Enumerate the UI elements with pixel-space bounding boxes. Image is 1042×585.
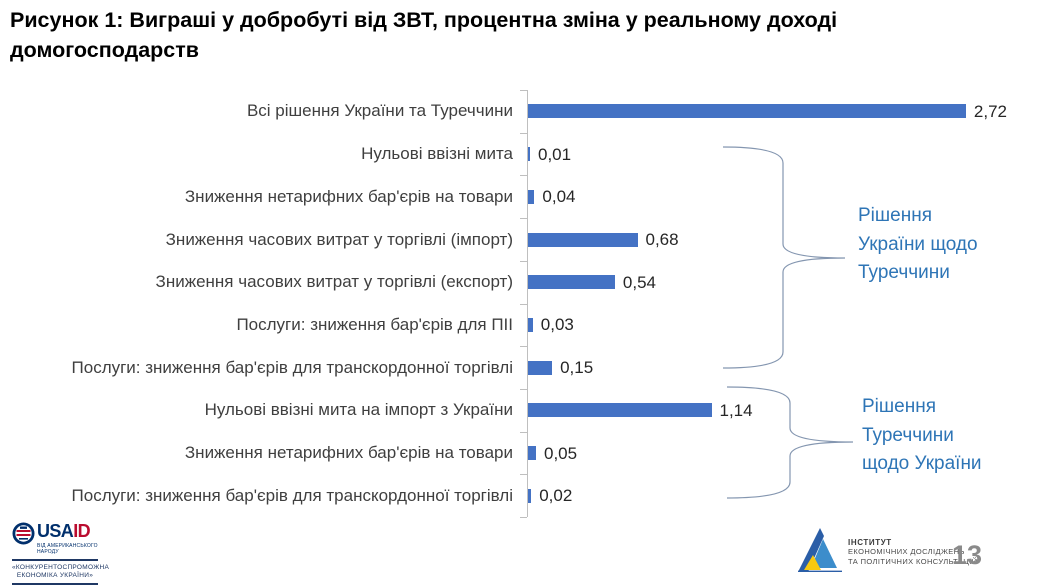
value-label: 0,15: [560, 358, 594, 378]
value-label: 0,68: [645, 230, 679, 249]
value-label: 0,04: [542, 187, 576, 207]
usaid-divider-bottom: [12, 583, 98, 585]
bar: [528, 275, 615, 290]
value-label: 2,72: [973, 101, 1007, 121]
bar: [528, 317, 533, 332]
bar: [528, 488, 532, 503]
figure-title: Рисунок 1: Виграші у добробуті від ЗВТ, …: [10, 8, 838, 62]
usaid-tagline: ВІД АМЕРИКАНСЬКОГО НАРОДУ: [37, 543, 98, 555]
usaid-logo-block: USAID ВІД АМЕРИКАНСЬКОГО НАРОДУ «КОНКУРЕ…: [12, 521, 110, 585]
category-label: Зниження нетарифних бар'єрів на товари: [184, 186, 513, 206]
brace-annotation: Рішення України щодо Туреччини: [858, 202, 978, 288]
value-label: 0,05: [544, 443, 578, 463]
category-label: Послуги: зниження бар'єрів для транскорд…: [71, 485, 513, 505]
category-label: Всі рішення України та Туреччини: [246, 101, 513, 121]
category-label: Нульові ввізні мита на імпорт з України: [204, 400, 513, 420]
value-label: 0,02: [539, 486, 573, 506]
bar: [528, 147, 530, 162]
brace-annotation-line: Рішення: [858, 205, 932, 226]
value-label: 0,01: [538, 144, 572, 164]
usaid-divider: [12, 559, 98, 561]
plot-area: Всі рішення України та Туреччини 2,72 Нуль…: [0, 90, 1042, 518]
brace-annotation: Рішення Туреччини щодо України: [862, 393, 982, 479]
institute-logo-block: ІНСТИТУТ ЕКОНОМІЧНИХ ДОСЛІДЖЕНЬ ТА ПОЛІТ…: [798, 527, 978, 577]
usaid-wordmark: USAID: [37, 521, 91, 541]
usaid-emblem-icon: [12, 522, 35, 550]
brace-annotation-line: щодо України: [862, 453, 982, 474]
axis-tick: [520, 90, 527, 91]
brace-annotation-line: Туреччини: [862, 424, 954, 446]
brace-annotation-line: Туреччини: [858, 262, 950, 283]
bar: [528, 104, 966, 119]
category-label: Нульові ввізні мита: [361, 144, 513, 164]
bar: [528, 403, 712, 418]
value-label: 1,14: [719, 400, 753, 420]
axis-tick: [520, 132, 527, 134]
institute-name: ІНСТИТУТ ЕКОНОМІЧНИХ ДОСЛІДЖЕНЬ ТА ПОЛІТ…: [848, 537, 978, 566]
axis-tick: [520, 474, 527, 476]
axis-tick: [520, 218, 527, 220]
bar: [528, 232, 638, 247]
axis-tick: [520, 260, 527, 262]
category-label: Зниження нетарифних бар'єрів на товари: [184, 443, 513, 462]
bar: [528, 446, 537, 460]
category-label: Послуги: зниження бар'єрів для ПІІ: [236, 314, 513, 334]
value-label: 0,03: [540, 315, 574, 335]
institute-triangle-icon: [798, 527, 842, 577]
axis-tick: [520, 175, 527, 177]
category-label: Зниження часових витрат у торгівлі (експ…: [155, 272, 513, 292]
value-axis-line: [527, 90, 528, 517]
category-label: Зниження часових витрат у торгівлі (імпо…: [165, 229, 513, 249]
bar: [528, 360, 553, 375]
axis-tick: [520, 303, 527, 305]
bar: [528, 189, 535, 204]
brace-annotation-line: Рішення: [862, 396, 936, 417]
category-label: Послуги: зниження бар'єрів для транскорд…: [71, 357, 513, 377]
usaid-program-name: «КОНКУРЕНТОСПРОМОЖНА ЕКОНОМІКА УКРАЇНИ»: [12, 564, 110, 579]
axis-tick: [520, 431, 527, 433]
axis-tick: [520, 346, 527, 348]
axis-tick: [520, 517, 527, 518]
axis-tick: [520, 388, 527, 390]
page-number: 13: [952, 540, 983, 570]
brace-annotation-line: України щодо: [858, 233, 978, 255]
value-label: 0,54: [622, 272, 656, 292]
brace-icon: [722, 146, 846, 369]
